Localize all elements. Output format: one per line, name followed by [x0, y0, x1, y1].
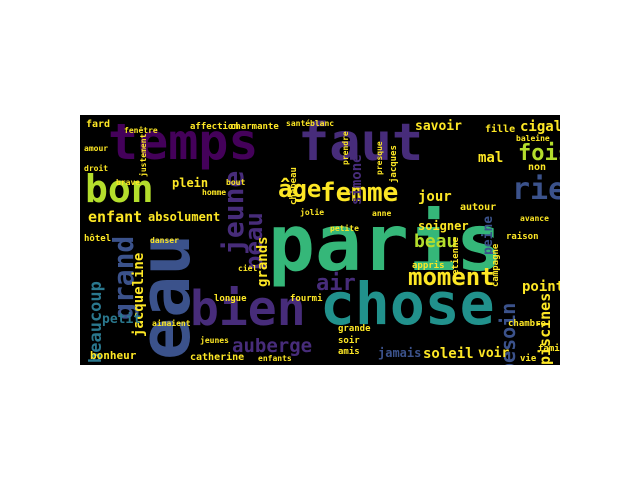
word: grands [255, 236, 271, 287]
word: santé [286, 119, 311, 128]
word: moment [408, 263, 495, 291]
word: jeunes [200, 336, 229, 345]
word: droit [84, 164, 109, 173]
word: auberge [232, 335, 313, 357]
word: faut [298, 115, 424, 173]
word: appris [412, 261, 445, 271]
word: homme [202, 188, 227, 197]
word: catherine [190, 352, 245, 363]
word: blanc [310, 119, 335, 128]
word: justement [139, 133, 148, 177]
word: fourmi [290, 294, 323, 304]
word: soleil [423, 346, 474, 362]
word: femme [320, 178, 399, 208]
word: petite [330, 224, 359, 233]
word: famille [538, 344, 560, 354]
word: amour [84, 144, 109, 153]
word: temps [108, 115, 259, 171]
word: fille [485, 124, 516, 135]
word: non [528, 162, 547, 173]
word: point [522, 279, 560, 295]
word: bon [85, 167, 154, 211]
word: jolie [300, 208, 325, 217]
word: longue [214, 294, 247, 304]
word: chapeau [289, 167, 299, 205]
word: brave [116, 178, 141, 187]
word: ciel [238, 264, 258, 273]
word: etienne [451, 237, 461, 275]
word: fenêtre [124, 126, 158, 135]
word: mal [478, 150, 504, 166]
word: grande [338, 324, 371, 334]
word: enfants [258, 354, 292, 363]
word: absolument [148, 210, 221, 224]
word: danser [150, 236, 179, 245]
word: jacques [389, 145, 399, 183]
word: jour [418, 189, 452, 205]
word: soir [338, 336, 360, 346]
word: baleine [516, 134, 550, 143]
word: bout [226, 178, 246, 187]
word: presque [375, 141, 384, 175]
word: jamais [378, 346, 422, 360]
word: campagne [491, 243, 501, 287]
word: anne [372, 209, 392, 218]
word: paris [268, 199, 503, 289]
word: fois [518, 141, 560, 166]
word: affection [190, 122, 239, 132]
word: aimaient [152, 319, 191, 328]
word: prendre [341, 131, 350, 165]
word: fard [86, 119, 111, 130]
word: air [316, 271, 356, 296]
word: savoir [415, 119, 462, 134]
word: simone [349, 154, 365, 205]
word: soigner [418, 219, 469, 233]
word: autour [460, 202, 497, 213]
word: rien [512, 172, 560, 207]
word: beau [414, 231, 458, 252]
word: vie [520, 354, 537, 364]
word: petit [102, 312, 142, 327]
word: bien [190, 281, 306, 337]
word: âge [278, 175, 322, 203]
word: enfant [88, 208, 143, 226]
word: avance [520, 214, 549, 223]
word: voir [478, 346, 510, 361]
word: charmante [230, 122, 279, 132]
word: hôtel [84, 234, 112, 244]
word: chambre [508, 319, 546, 329]
word: cigale [520, 119, 560, 135]
word: raison [506, 232, 539, 242]
word: plein [172, 176, 209, 190]
word-cloud: paris temps faut chose eau bien bon femm… [80, 115, 560, 365]
word: chose [320, 270, 495, 338]
word: amis [338, 347, 360, 357]
word: bonheur [90, 349, 137, 362]
